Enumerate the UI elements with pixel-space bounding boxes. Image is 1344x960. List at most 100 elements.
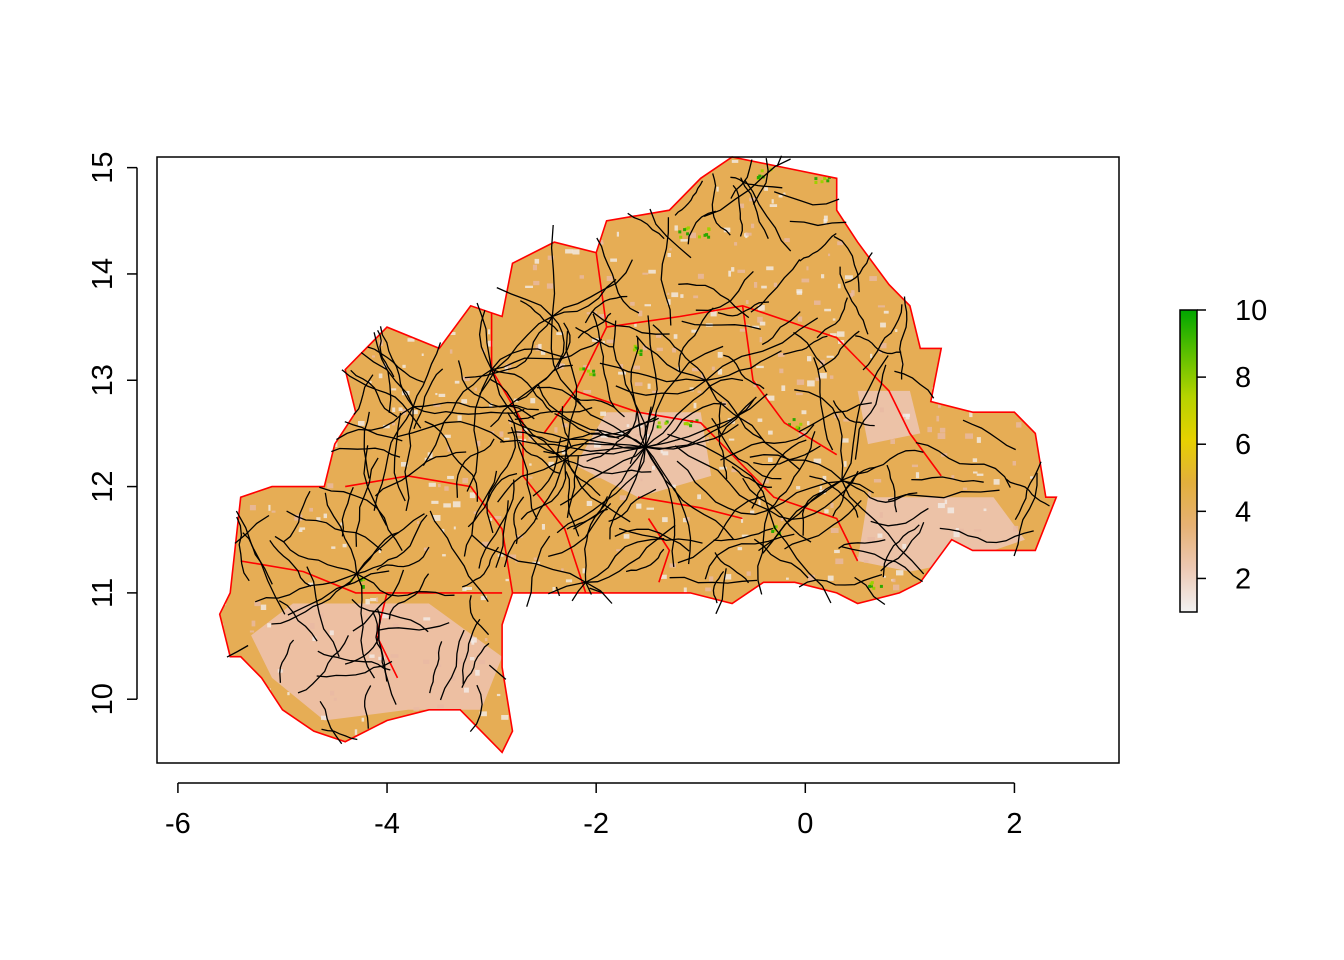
raster-speckle bbox=[807, 574, 815, 581]
raster-speckle bbox=[777, 353, 785, 357]
road-segment bbox=[681, 320, 761, 330]
road-segment bbox=[732, 185, 743, 237]
raster-speckle bbox=[883, 310, 889, 314]
raster-speckle bbox=[1080, 636, 1088, 642]
plot-frame bbox=[156, 156, 1120, 764]
raster-speckle bbox=[858, 165, 863, 169]
raster-speckle bbox=[251, 620, 256, 627]
raster-speckle bbox=[436, 160, 440, 164]
raster-speckle bbox=[308, 300, 317, 306]
raster-speckle bbox=[298, 529, 303, 532]
colorbar-tick-label: 6 bbox=[1235, 429, 1251, 461]
raster-speckle bbox=[181, 301, 187, 307]
road-segment bbox=[596, 237, 640, 314]
raster-speckle bbox=[955, 528, 959, 531]
raster-speckle bbox=[611, 183, 616, 186]
raster-speckle bbox=[640, 758, 643, 762]
raster-speckle bbox=[565, 249, 573, 254]
raster-speckle bbox=[556, 363, 564, 369]
raster-speckle bbox=[974, 399, 977, 402]
raster-speckle bbox=[745, 300, 749, 304]
raster-speckle bbox=[680, 691, 683, 698]
raster-speckle bbox=[671, 484, 676, 489]
raster-speckle bbox=[758, 500, 761, 506]
x-tick-label: -6 bbox=[165, 808, 191, 840]
raster-speckle bbox=[488, 329, 491, 335]
raster-speckle bbox=[436, 664, 442, 667]
road-segment bbox=[862, 304, 903, 371]
raster-speckle bbox=[162, 178, 168, 184]
raster-speckle bbox=[579, 275, 584, 279]
raster-speckle bbox=[590, 189, 593, 192]
colorbar-tick-label: 2 bbox=[1235, 563, 1251, 595]
raster-speckle bbox=[524, 428, 529, 432]
road-segment bbox=[286, 510, 383, 551]
raster-speckle bbox=[543, 219, 547, 223]
road-segment bbox=[513, 496, 525, 545]
raster-speckle bbox=[711, 366, 715, 371]
road-segment bbox=[242, 532, 273, 585]
raster-speckle bbox=[210, 687, 214, 692]
road-segment bbox=[678, 307, 714, 373]
raster-speckle bbox=[515, 635, 520, 638]
road-segment bbox=[750, 259, 801, 313]
raster-speckle bbox=[1012, 461, 1016, 466]
raster-speckle bbox=[965, 596, 968, 600]
raster-speckle bbox=[339, 418, 344, 422]
raster-speckle bbox=[529, 463, 532, 466]
raster-speckle bbox=[716, 719, 720, 724]
raster-speckle bbox=[248, 162, 254, 165]
raster-speckle bbox=[271, 510, 276, 513]
road-segment bbox=[740, 177, 769, 239]
raster-speckle bbox=[333, 697, 337, 701]
raster-speckle bbox=[596, 603, 603, 606]
raster-speckle bbox=[462, 587, 467, 591]
raster-speckle bbox=[836, 168, 843, 173]
raster-speckle bbox=[255, 445, 259, 451]
raster-speckle bbox=[423, 659, 430, 664]
raster-green-spot bbox=[686, 232, 690, 236]
raster-speckle bbox=[830, 527, 839, 533]
raster-speckle bbox=[316, 517, 321, 521]
raster-speckle bbox=[423, 280, 426, 286]
raster-speckle bbox=[565, 238, 573, 244]
raster-speckle bbox=[1010, 644, 1014, 648]
raster-speckle bbox=[881, 698, 886, 705]
raster-speckle bbox=[1108, 498, 1116, 504]
raster-speckle bbox=[1024, 189, 1030, 193]
raster-speckle bbox=[1062, 727, 1065, 731]
road-segment bbox=[496, 287, 553, 317]
road-segment bbox=[336, 406, 414, 441]
raster-speckle bbox=[260, 324, 267, 329]
raster-speckle bbox=[1043, 227, 1052, 233]
raster-speckle bbox=[184, 254, 187, 259]
raster-speckle bbox=[452, 501, 461, 508]
raster-speckle bbox=[284, 184, 292, 190]
raster-speckle bbox=[800, 742, 806, 746]
raster-speckle bbox=[1018, 627, 1025, 631]
raster-speckle bbox=[1073, 732, 1075, 735]
road-segment bbox=[463, 470, 498, 557]
raster-speckle bbox=[423, 208, 426, 211]
raster-speckle bbox=[442, 554, 446, 557]
road-segment bbox=[439, 629, 465, 701]
raster-speckle bbox=[980, 218, 986, 222]
road-segment bbox=[718, 399, 755, 439]
road-segment bbox=[705, 379, 801, 471]
raster-speckle bbox=[796, 392, 803, 396]
raster-green-spot bbox=[814, 177, 818, 181]
raster-speckle bbox=[680, 294, 684, 298]
raster-speckle bbox=[844, 184, 851, 190]
raster-speckle bbox=[1103, 272, 1111, 276]
road-segment bbox=[789, 220, 847, 227]
raster-speckle bbox=[1013, 525, 1019, 532]
raster-speckle bbox=[868, 195, 877, 202]
y-tick-label: 14 bbox=[87, 258, 119, 290]
road-segment bbox=[566, 508, 608, 530]
raster-green-spot bbox=[698, 235, 701, 239]
road-segment bbox=[548, 502, 612, 558]
raster-speckle bbox=[438, 177, 446, 182]
raster-speckle bbox=[910, 756, 912, 762]
road-segment bbox=[753, 445, 821, 466]
raster-speckle bbox=[778, 195, 783, 198]
